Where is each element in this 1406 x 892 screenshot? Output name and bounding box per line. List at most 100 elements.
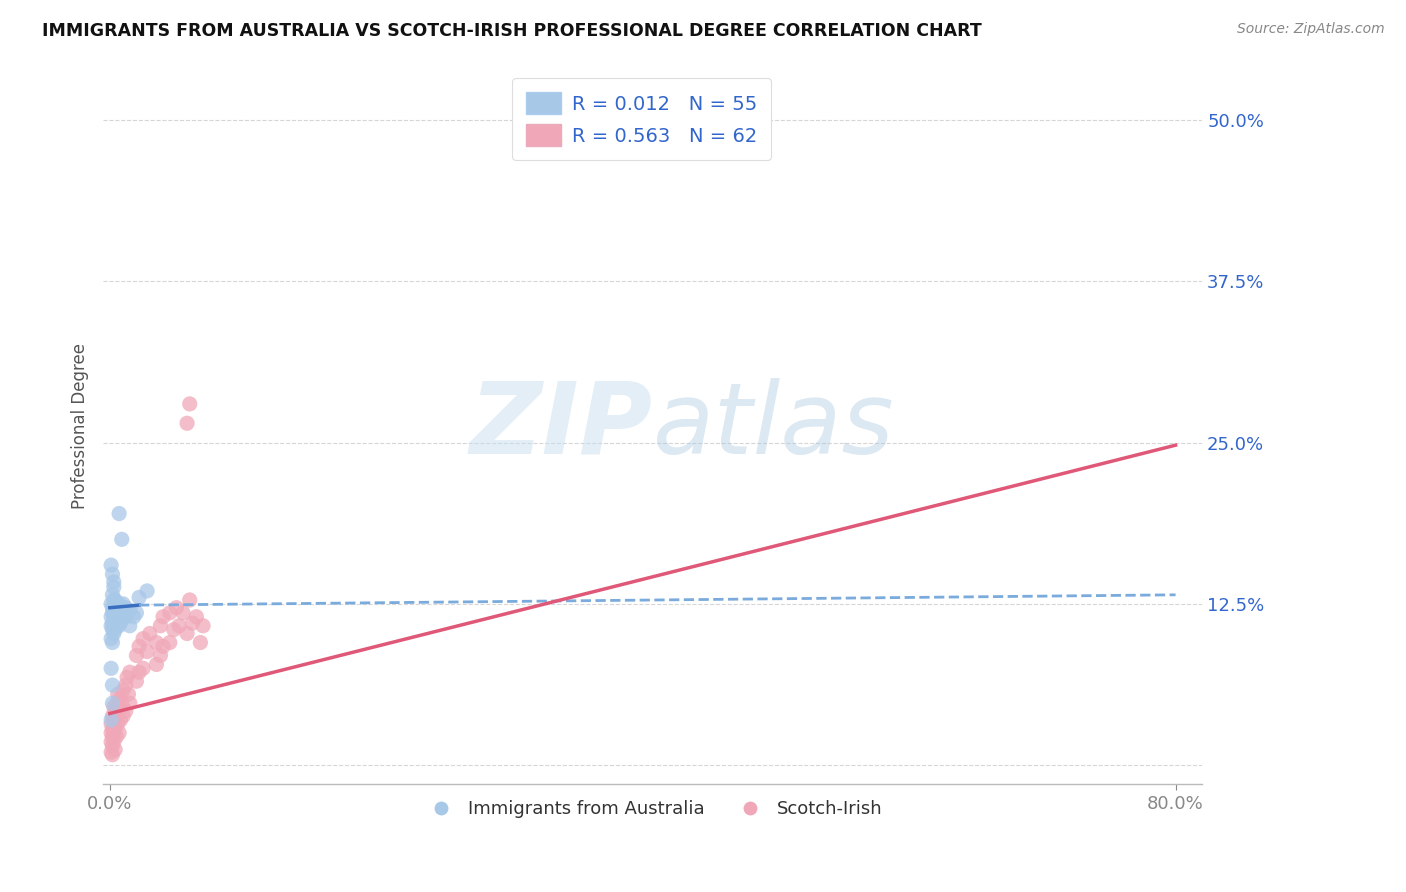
Text: ZIP: ZIP — [470, 378, 652, 475]
Point — [179, 397, 201, 411]
Point — [104, 722, 127, 736]
Point — [117, 687, 139, 701]
Point — [101, 606, 124, 620]
Point — [152, 609, 174, 624]
Point — [149, 619, 172, 633]
Point — [101, 616, 124, 631]
Point — [112, 683, 135, 698]
Point — [111, 606, 134, 620]
Point — [101, 722, 124, 736]
Point — [101, 567, 124, 582]
Point — [104, 614, 127, 628]
Point — [149, 648, 172, 663]
Point — [125, 674, 148, 689]
Point — [128, 591, 150, 605]
Point — [128, 640, 150, 654]
Point — [103, 593, 125, 607]
Point — [110, 609, 132, 624]
Point — [100, 716, 122, 731]
Point — [108, 619, 131, 633]
Point — [103, 700, 125, 714]
Point — [104, 742, 127, 756]
Point — [139, 626, 162, 640]
Point — [103, 726, 125, 740]
Point — [101, 623, 124, 637]
Point — [107, 614, 129, 628]
Point — [105, 730, 128, 744]
Point — [145, 635, 167, 649]
Point — [165, 600, 187, 615]
Point — [103, 580, 125, 594]
Point — [122, 609, 145, 624]
Point — [103, 619, 125, 633]
Point — [101, 709, 124, 723]
Point — [108, 507, 131, 521]
Point — [103, 609, 125, 624]
Point — [181, 616, 204, 631]
Point — [111, 696, 134, 710]
Point — [159, 606, 181, 620]
Point — [103, 626, 125, 640]
Point — [115, 670, 138, 684]
Point — [191, 619, 214, 633]
Point — [100, 558, 122, 573]
Point — [108, 597, 131, 611]
Point — [163, 623, 186, 637]
Text: Source: ZipAtlas.com: Source: ZipAtlas.com — [1237, 22, 1385, 37]
Point — [114, 609, 136, 624]
Point — [167, 619, 190, 633]
Point — [104, 623, 127, 637]
Point — [132, 661, 155, 675]
Point — [101, 739, 124, 753]
Point — [145, 657, 167, 672]
Point — [110, 713, 132, 727]
Point — [100, 713, 122, 727]
Point — [107, 609, 129, 624]
Point — [104, 593, 127, 607]
Y-axis label: Professional Degree: Professional Degree — [72, 343, 89, 509]
Point — [100, 619, 122, 633]
Point — [112, 597, 135, 611]
Point — [100, 661, 122, 675]
Point — [176, 626, 198, 640]
Point — [101, 678, 124, 692]
Point — [108, 726, 131, 740]
Point — [110, 603, 132, 617]
Text: atlas: atlas — [652, 378, 894, 475]
Point — [118, 619, 141, 633]
Point — [114, 704, 136, 718]
Point — [136, 644, 159, 658]
Legend: Immigrants from Australia, Scotch-Irish: Immigrants from Australia, Scotch-Irish — [416, 793, 890, 825]
Point — [176, 416, 198, 430]
Point — [107, 716, 129, 731]
Point — [190, 635, 212, 649]
Point — [100, 735, 122, 749]
Point — [107, 687, 129, 701]
Point — [118, 665, 141, 680]
Point — [100, 726, 122, 740]
Point — [108, 700, 131, 714]
Point — [100, 597, 122, 611]
Point — [105, 600, 128, 615]
Point — [101, 588, 124, 602]
Point — [103, 713, 125, 727]
Point — [125, 606, 148, 620]
Point — [112, 709, 135, 723]
Point — [103, 574, 125, 589]
Point — [111, 614, 134, 628]
Point — [104, 609, 127, 624]
Point — [101, 600, 124, 615]
Point — [128, 665, 150, 680]
Point — [101, 747, 124, 762]
Point — [179, 593, 201, 607]
Point — [103, 735, 125, 749]
Point — [114, 678, 136, 692]
Point — [101, 730, 124, 744]
Point — [110, 691, 132, 706]
Point — [152, 640, 174, 654]
Point — [105, 619, 128, 633]
Point — [100, 632, 122, 646]
Point — [104, 704, 127, 718]
Point — [136, 583, 159, 598]
Point — [103, 603, 125, 617]
